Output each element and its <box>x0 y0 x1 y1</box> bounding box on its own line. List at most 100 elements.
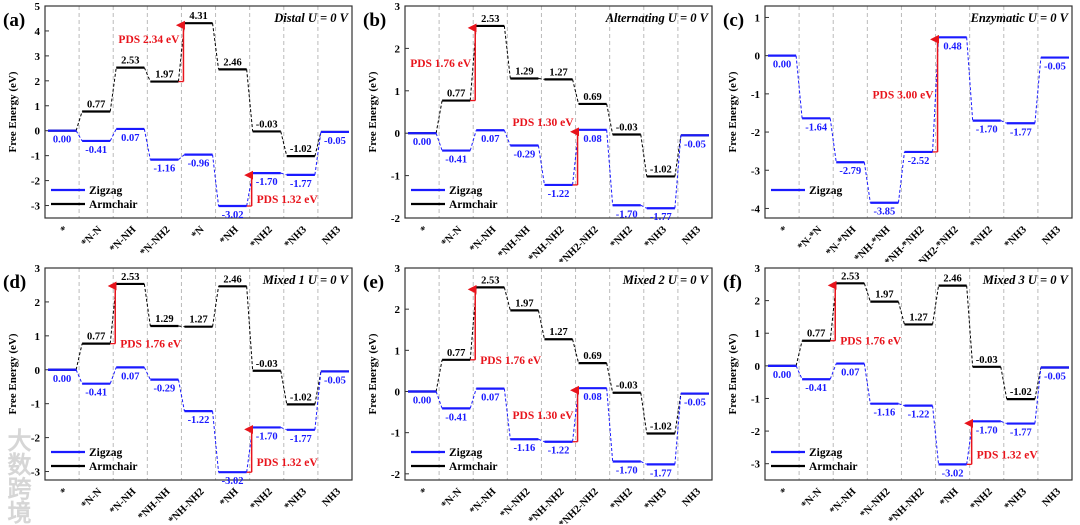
armchair-value-label: -0.03 <box>976 355 998 366</box>
armchair-connector <box>109 67 117 112</box>
zigzag-value-label: -3.02 <box>222 476 244 487</box>
x-tick-label: *NH2 <box>969 486 995 512</box>
x-tick-label: *N-N <box>80 224 105 249</box>
pds-label: PDS 1.76 eV <box>480 355 542 367</box>
x-tick-label: *N-NH2 <box>858 486 892 520</box>
zigzag-connector <box>795 55 803 119</box>
zigzag-value-label: 0.07 <box>481 393 499 404</box>
armchair-connector <box>280 370 288 405</box>
y-tick-label: 3 <box>755 263 761 275</box>
x-tick-label: *N-NH <box>108 224 138 254</box>
panel-title: Distal U = 0 V <box>273 11 349 25</box>
x-tick-label: *NH <box>218 224 241 247</box>
y-tick-label: 2 <box>755 296 761 308</box>
armchair-connector <box>795 340 803 366</box>
legend-label: Armchair <box>449 199 498 211</box>
armchair-connector <box>435 100 443 134</box>
armchair-connector <box>246 69 254 132</box>
chart-e: -2 -1 0 1 2 3 Free Energy (eV) * *N-N *N-NH *N-NH2… <box>363 263 713 524</box>
panel-title: Alternating U = 0 V <box>605 11 710 25</box>
y-tick-label: 3 <box>395 1 401 13</box>
y-tick-label: 4 <box>35 26 41 38</box>
legend-label: Armchair <box>449 461 498 473</box>
zigzag-connector <box>143 128 151 160</box>
zigzag-connector <box>212 411 220 473</box>
armchair-value-label: 2.53 <box>841 271 859 282</box>
y-tick-label: -4 <box>751 203 761 215</box>
armchair-connector <box>143 283 151 327</box>
armchair-value-label: 0.77 <box>447 89 465 100</box>
x-tick-label: *N <box>190 224 207 241</box>
x-tick-label: *NH2 <box>249 486 275 512</box>
armchair-connector <box>503 25 511 79</box>
zigzag-value-label: -1.70 <box>616 465 638 476</box>
panel-letter: (d) <box>3 272 26 293</box>
zigzag-value-label: -0.29 <box>153 384 175 395</box>
armchair-connector <box>606 103 614 135</box>
plot-frame <box>404 267 713 481</box>
y-tick-label: -3 <box>31 201 41 213</box>
y-tick-label: 3 <box>35 263 41 275</box>
plot-frame <box>764 5 1073 219</box>
armchair-connector <box>143 67 151 82</box>
pds-label: PDS 1.30 eV <box>513 117 575 129</box>
zigzag-connector <box>863 363 871 404</box>
panel-letter: (a) <box>3 10 25 31</box>
zigzag-connector <box>469 388 477 409</box>
y-tick-label: -3 <box>751 165 761 177</box>
zigzag-connector <box>109 367 117 384</box>
x-tick-label: *N-N <box>80 486 105 511</box>
legend-label: Zigzag <box>809 185 842 197</box>
zigzag-value-label: -0.41 <box>85 388 107 399</box>
zigzag-value-label: -1.22 <box>188 415 210 426</box>
zigzag-connector <box>898 403 905 407</box>
x-tick-label: *NH3 <box>283 224 309 250</box>
legend-label: Zigzag <box>809 447 842 459</box>
y-tick-label: 1 <box>35 331 41 343</box>
armchair-value-label: 0.77 <box>87 100 105 111</box>
y-tick-label: -3 <box>751 459 761 471</box>
zigzag-value-label: 0.00 <box>53 135 71 146</box>
panel-letter: (b) <box>363 10 386 31</box>
armchair-connector <box>640 134 648 177</box>
armchair-value-label: 1.27 <box>549 67 567 78</box>
armchair-value-label: -0.03 <box>616 381 638 392</box>
pds-label: PDS 3.00 eV <box>873 90 935 102</box>
zigzag-value-label: -0.05 <box>1044 62 1066 73</box>
armchair-value-label: -1.02 <box>650 421 672 432</box>
zigzag-connector <box>606 388 614 462</box>
zigzag-connector <box>503 130 511 146</box>
armchair-value-label: 1.29 <box>155 314 173 325</box>
x-tick-label: *NH2 <box>249 224 275 250</box>
y-tick-label: -1 <box>391 428 400 440</box>
zigzag-value-label: -1.77 <box>650 468 672 479</box>
x-tick-label: *NH2 <box>609 224 635 250</box>
y-tick-label: 1 <box>395 86 401 98</box>
x-tick-label: NH3 <box>1040 486 1063 509</box>
y-tick-label: 1 <box>35 101 41 113</box>
zigzag-value-label: 0.07 <box>481 134 499 145</box>
armchair-value-label: 1.97 <box>515 298 533 309</box>
zigzag-connector <box>435 391 443 409</box>
zigzag-connector <box>1000 120 1007 124</box>
zigzag-connector <box>795 365 803 380</box>
x-tick-label: *N-*NH <box>824 224 858 258</box>
zigzag-value-label: -0.05 <box>324 375 346 386</box>
x-tick-label: *NH2 <box>969 224 995 250</box>
x-tick-label: NH3 <box>1040 224 1063 247</box>
armchair-connector <box>314 371 322 405</box>
armchair-value-label: -0.03 <box>256 359 278 370</box>
legend-label: Armchair <box>89 199 138 211</box>
panel-f: -3 -2 -1 0 1 2 3 Free Energy (eV) * *N-N *N-NH *N-N… <box>720 262 1080 524</box>
zigzag-connector <box>75 369 83 384</box>
x-tick-label: *NH3 <box>643 486 669 512</box>
zigzag-value-label: 0.07 <box>121 371 139 382</box>
y-tick-label: 1 <box>755 328 761 340</box>
x-tick-label: *N-N <box>440 486 465 511</box>
zigzag-value-label: -0.05 <box>684 139 706 150</box>
chart-f: -3 -2 -1 0 1 2 3 Free Energy (eV) * *N-N *N-NH *N-N… <box>723 263 1073 524</box>
zigzag-value-label: 0.00 <box>53 374 71 385</box>
